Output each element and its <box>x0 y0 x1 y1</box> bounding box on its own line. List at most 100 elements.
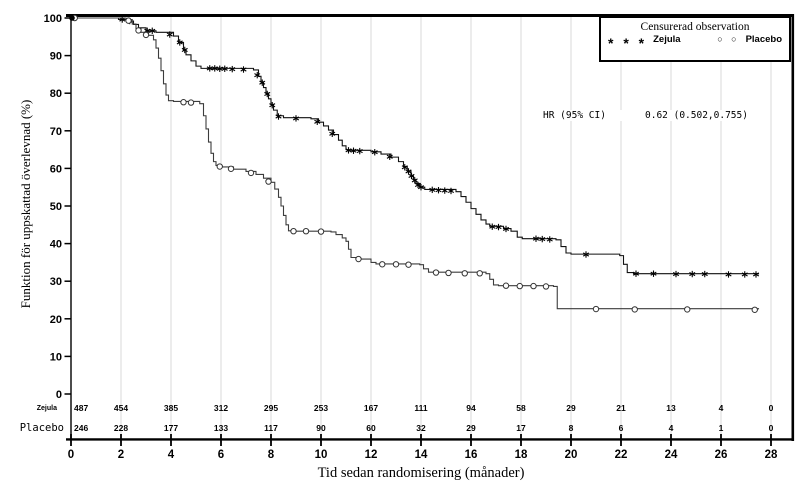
censor-circle-icon <box>142 31 150 39</box>
risk-value: 0 <box>769 423 774 433</box>
censor-asterisk-icon <box>417 185 425 190</box>
censor-asterisk-icon <box>264 91 271 97</box>
censor-circle-icon <box>247 169 255 177</box>
x-tick-label: 2 <box>118 449 124 461</box>
censor-asterisk-icon <box>752 272 760 277</box>
x-tick-label: 24 <box>665 449 678 461</box>
censor-asterisk-icon <box>345 148 352 153</box>
censor-asterisk-icon <box>356 149 363 154</box>
risk-value: 32 <box>416 423 426 433</box>
censor-asterisk-icon <box>166 32 173 37</box>
censor-circle-icon <box>631 306 638 313</box>
censor-asterisk-icon <box>259 80 266 85</box>
legend: Censurerad observation * * * Zejula ○ ○ … <box>599 16 791 62</box>
censor-asterisk-icon <box>672 271 680 277</box>
origin-marker <box>69 15 75 21</box>
censor-circle-icon <box>476 270 483 277</box>
circle-censor-icon: ○ ○ <box>717 34 740 44</box>
censor-circle-icon <box>392 261 400 268</box>
censor-asterisk-icon <box>229 67 236 72</box>
risk-value: 312 <box>214 403 228 413</box>
risk-row-label-placebo: Placebo <box>20 422 64 434</box>
x-tick-label: 12 <box>365 449 378 461</box>
censor-asterisk-icon <box>532 236 540 241</box>
censor-circle-icon <box>516 282 523 290</box>
risk-value: 21 <box>616 403 626 413</box>
risk-value: 94 <box>466 403 476 413</box>
censor-asterisk-icon <box>495 224 502 230</box>
risk-row-label-zejula: Zejula <box>37 405 57 412</box>
censor-circle-icon <box>684 306 691 313</box>
x-tick-label: 18 <box>515 449 528 461</box>
y-tick-label: 10 <box>50 351 62 363</box>
censor-asterisk-icon <box>371 150 378 155</box>
censor-asterisk-icon <box>411 178 418 183</box>
risk-value: 8 <box>569 423 574 433</box>
censor-asterisk-icon <box>546 237 553 242</box>
censor-circle-icon <box>135 27 142 34</box>
censor-circle-icon <box>379 261 386 268</box>
censor-asterisk-icon <box>701 271 708 277</box>
risk-value: 246 <box>74 423 88 433</box>
y-tick-label: 0 <box>56 389 62 401</box>
legend-entry-zejula: * * * Zejula <box>608 34 681 51</box>
risk-value: 6 <box>619 423 624 433</box>
risk-value: 29 <box>566 403 576 413</box>
risk-value: 4 <box>669 423 674 433</box>
censor-asterisk-icon <box>329 131 336 136</box>
censor-asterisk-icon <box>441 188 448 193</box>
risk-value: 90 <box>316 423 326 433</box>
y-tick-label: 60 <box>50 163 62 175</box>
risk-value: 228 <box>114 423 128 433</box>
censor-asterisk-icon <box>689 271 696 277</box>
censor-circle-icon <box>542 283 550 290</box>
x-tick-label: 0 <box>68 449 74 461</box>
censor-circle-icon <box>405 261 412 268</box>
x-tick-label: 6 <box>218 449 224 461</box>
censor-circle-icon <box>445 269 452 277</box>
censor-asterisk-icon <box>725 272 732 277</box>
risk-value: 4 <box>719 403 724 413</box>
censor-circle-icon <box>461 270 468 277</box>
censor-asterisk-icon <box>435 188 442 193</box>
legend-title: Censurerad observation <box>640 21 750 33</box>
y-tick-label: 20 <box>50 314 62 326</box>
x-tick-label: 22 <box>615 449 628 461</box>
censor-circle-icon <box>180 99 187 106</box>
y-axis-title: Funktion för uppskattad överlevnad (%) <box>18 99 33 309</box>
censor-asterisk-icon <box>386 154 393 159</box>
x-tick-label: 4 <box>168 449 175 461</box>
x-tick-label: 10 <box>315 449 328 461</box>
censor-asterisk-icon <box>502 226 510 232</box>
x-tick-label: 14 <box>415 449 428 461</box>
censor-asterisk-icon <box>254 73 261 78</box>
censor-asterisk-icon <box>314 119 321 124</box>
censor-asterisk-icon <box>632 271 640 276</box>
censor-asterisk-icon <box>741 272 748 277</box>
x-axis-title: Tid sedan randomisering (månader) <box>317 465 525 481</box>
asterisk-censor-icon: * * * <box>608 34 648 51</box>
risk-value: 167 <box>364 403 378 413</box>
censor-circle-icon <box>302 227 310 235</box>
censor-asterisk-icon <box>149 28 156 33</box>
censor-asterisk-icon <box>211 66 218 71</box>
censor-circle-icon <box>216 163 223 170</box>
risk-value: 177 <box>164 423 178 433</box>
risk-value: 58 <box>516 403 526 413</box>
censor-asterisk-icon <box>275 114 282 119</box>
risk-value: 253 <box>314 403 328 413</box>
risk-value: 385 <box>164 403 178 413</box>
risk-value: 487 <box>74 403 88 413</box>
censor-circle-icon <box>290 227 297 235</box>
x-tick-label: 26 <box>715 449 728 461</box>
legend-label-zejula: Zejula <box>653 34 681 45</box>
censor-asterisk-icon <box>221 66 228 71</box>
risk-value: 17 <box>516 423 526 433</box>
risk-value: 1 <box>719 423 724 433</box>
x-tick-label: 8 <box>268 449 275 461</box>
censor-asterisk-icon <box>414 182 422 188</box>
censor-circle-icon <box>432 269 440 276</box>
censor-asterisk-icon <box>650 271 657 276</box>
x-tick-label: 16 <box>465 449 478 461</box>
